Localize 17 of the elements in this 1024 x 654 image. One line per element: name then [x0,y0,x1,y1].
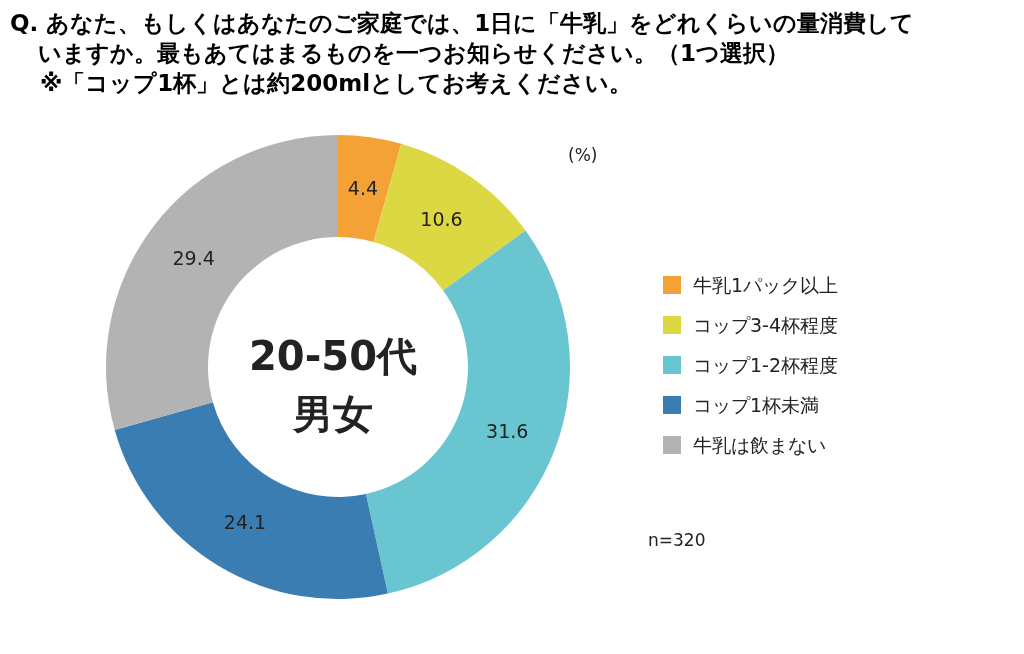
data-label: 24.1 [223,511,267,534]
legend-label: コップ3-4杯程度 [693,313,839,338]
data-label: 4.4 [347,176,379,199]
data-label: 29.4 [172,246,215,269]
chart-title: Q. あなた、もしくはあなたのご家庭では、1日に「牛乳」をどれくらいの量消費していますか。最もあてはまるものを一つお知らせください。（1つ選択） [9,9,916,68]
legend-label: 牛乳は飲まない [693,433,826,458]
legend-label: コップ1-2杯程度 [693,353,839,378]
data-label: 31.6 [486,420,529,443]
text: 男女 [291,390,374,439]
text: (%) [568,145,598,165]
legend-label: 牛乳1パック以上 [693,273,839,298]
donut-slice [338,135,402,242]
chart-subtitle: ※「コップ1杯」とは約200mlとしてお考えください。 [39,69,634,98]
text: 20-50代 [248,332,418,381]
data-label: 10.6 [420,207,463,230]
legend-label: コップ1杯未満 [693,393,820,418]
text: n=320 [648,530,706,550]
